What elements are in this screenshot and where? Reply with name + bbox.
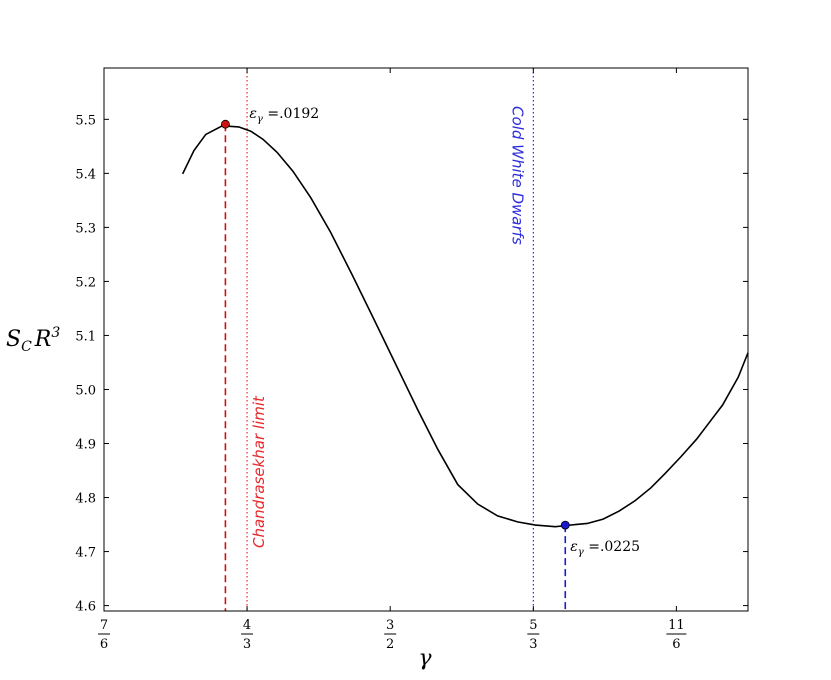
x-tick-denominator-0: 6 [100, 637, 108, 652]
x-tick-numerator-4: 11 [668, 618, 685, 633]
marker-annotation-1: εγ =.0192 [249, 106, 319, 125]
marker-annotation-2: εγ =.0225 [570, 539, 640, 558]
y-tick-label-9: 5.5 [75, 113, 96, 128]
y-tick-label-4: 5.0 [75, 383, 96, 398]
y-tick-label-7: 5.3 [75, 221, 96, 236]
y-tick-label-1: 4.7 [75, 546, 96, 561]
x-tick-numerator-0: 7 [100, 618, 108, 633]
x-tick-numerator-2: 3 [386, 618, 394, 633]
data-point-2 [560, 520, 570, 530]
reference-line-label-1: Chandrasekhar limit [250, 395, 268, 548]
y-axis-label: SC R3 [6, 325, 60, 355]
x-tick-denominator-1: 3 [243, 637, 251, 652]
series-line-1 [181, 124, 749, 528]
y-tick-label-5: 5.1 [75, 329, 96, 344]
y-tick-label-2: 4.8 [75, 492, 96, 507]
x-tick-numerator-1: 4 [243, 618, 251, 633]
y-tick-label-3: 4.9 [75, 438, 96, 453]
x-tick-denominator-4: 6 [672, 637, 680, 652]
reference-line-label-2: Cold White Dwarfs [508, 106, 526, 245]
plot-frame [103, 67, 749, 612]
data-point-1 [221, 119, 230, 129]
x-tick-numerator-3: 5 [529, 618, 537, 633]
y-tick-label-0: 4.6 [75, 600, 96, 615]
y-tick-label-6: 5.2 [75, 275, 96, 290]
x-tick-denominator-3: 3 [529, 637, 537, 652]
x-axis-label: γ [418, 646, 432, 671]
y-tick-label-8: 5.4 [75, 167, 96, 182]
x-tick-denominator-2: 2 [386, 637, 394, 652]
